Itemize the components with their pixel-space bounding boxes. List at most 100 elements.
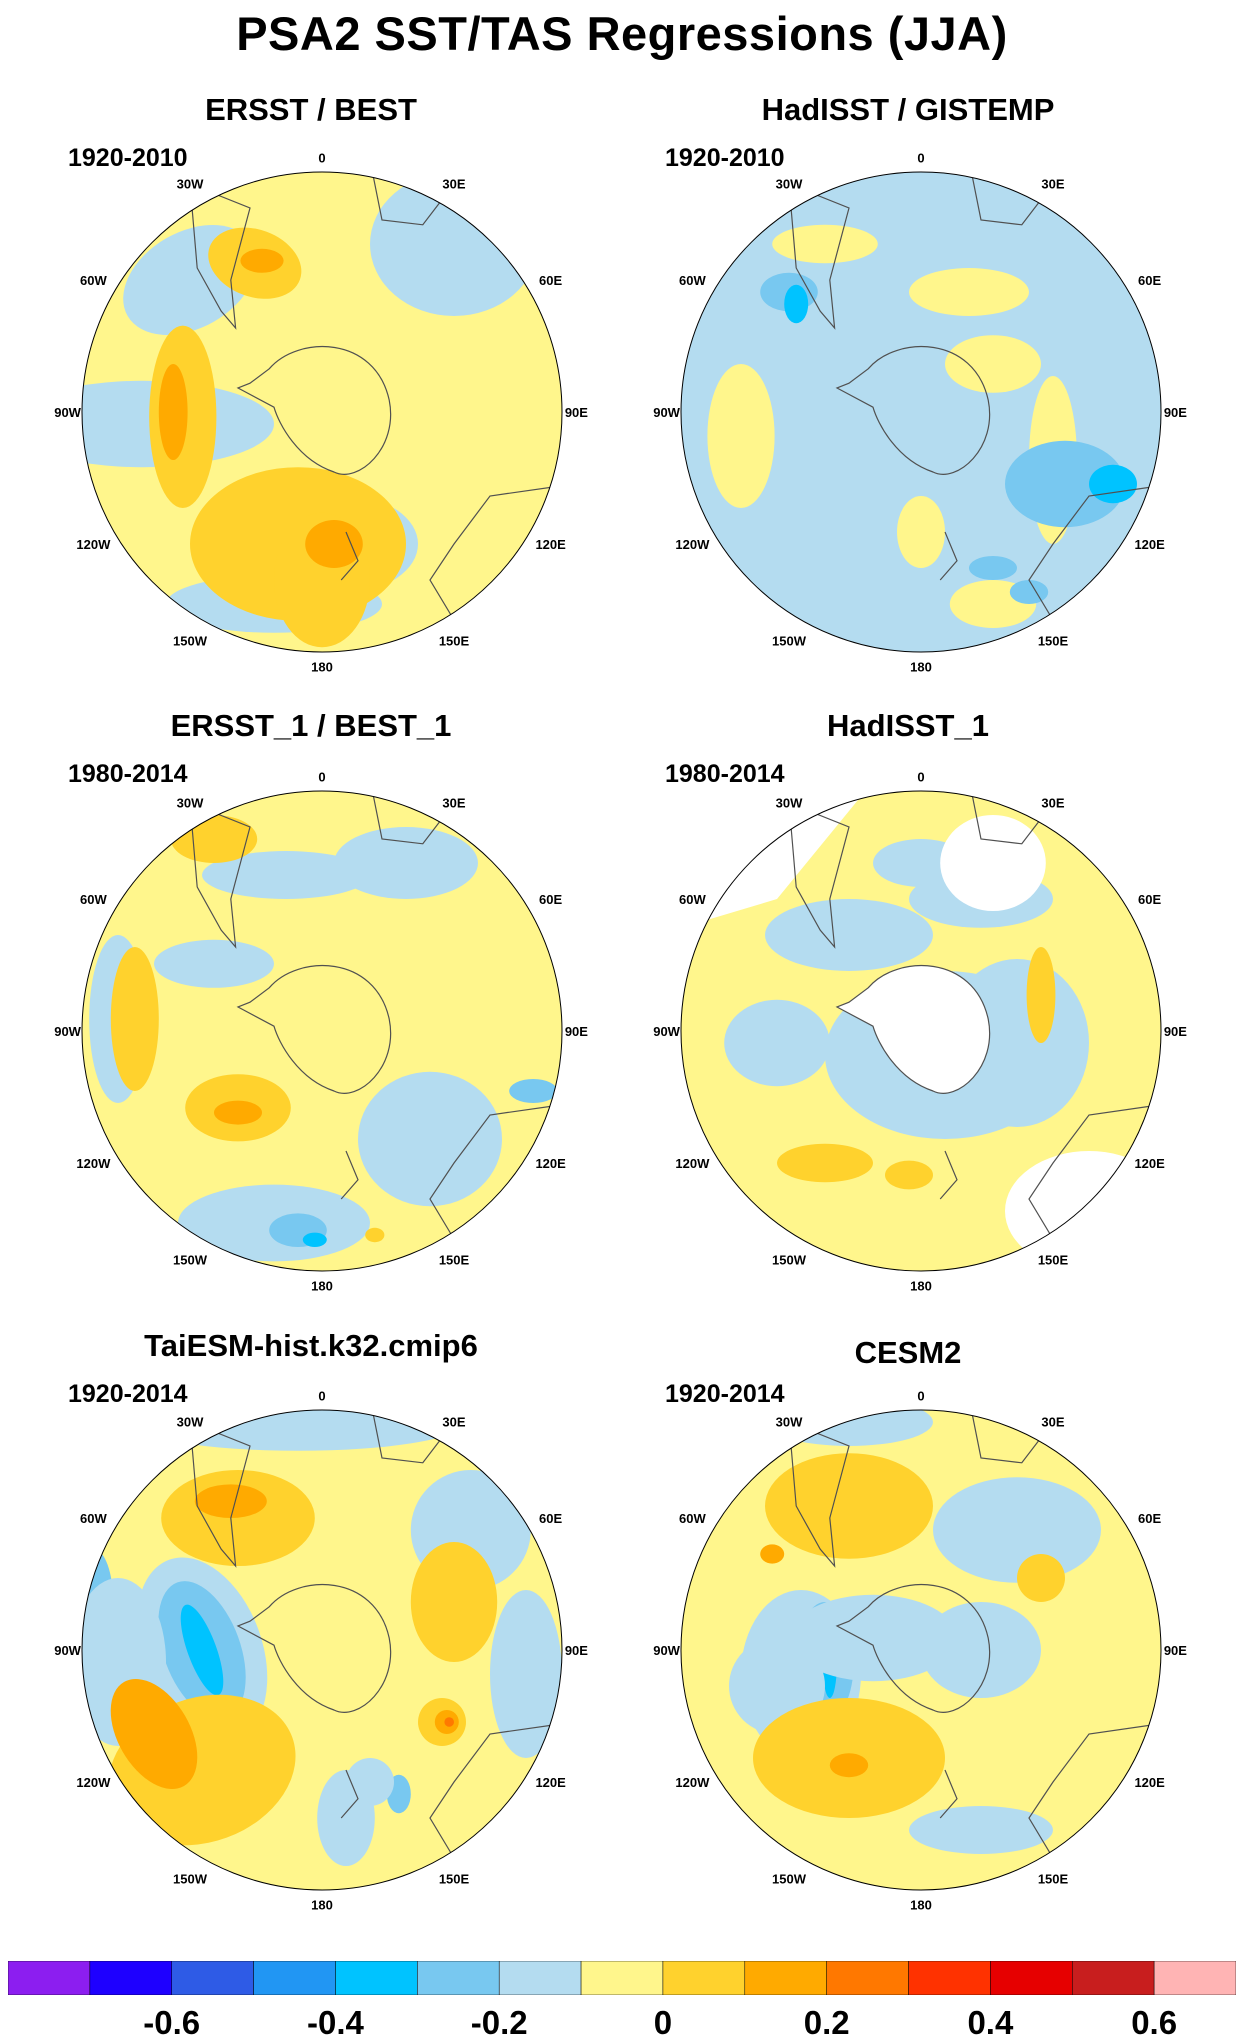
panel-taiesm: TaiESM-hist.k32.cmip6 1920-2014 0 30E 60E 9…: [0, 1315, 622, 1935]
longitude-label: 60E: [1138, 273, 1161, 288]
polar-map: 0 30E 60E 90E 120E 150E 180 150W 120W 90W 60W 30W: [54, 770, 588, 1294]
longitude-label: 30W: [776, 1414, 803, 1429]
longitude-label: 90E: [1164, 405, 1187, 420]
regression-contour: [302, 1232, 327, 1247]
longitude-label: 90W: [54, 405, 81, 420]
panel-period: 1920-2014: [665, 1380, 785, 1408]
regression-contour: [777, 1143, 873, 1183]
south-america-coastline: [189, 183, 251, 330]
regression-contour: [214, 1100, 262, 1125]
colorbar-swatch: [580, 1961, 664, 1995]
polar-map: 0 30E 60E 90E 120E 150E 180 150W 120W 90W 60W 30W: [653, 151, 1187, 675]
south-america-coastline: [189, 1421, 251, 1568]
map-boundary: [680, 1409, 1162, 1891]
regression-contour: [1026, 947, 1056, 1043]
longitude-label: 30W: [177, 795, 204, 810]
longitude-label: 30E: [1041, 176, 1064, 191]
figure-title: PSA2 SST/TAS Regressions (JJA): [236, 7, 1008, 60]
map-boundary: [680, 790, 1162, 1272]
polar-map: 0 30E 60E 90E 120E 150E 180 150W 120W 90W 60W 30W: [653, 1389, 1187, 1913]
panel-period: 1920-2010: [665, 144, 785, 172]
longitude-label: 60E: [1138, 892, 1161, 907]
longitude-label: 150W: [772, 634, 807, 649]
longitude-label: 60E: [539, 273, 562, 288]
longitude-label: 120E: [1134, 1775, 1165, 1790]
new-zealand-coastline: [939, 1150, 958, 1200]
regression-contour: [885, 1160, 933, 1190]
longitude-label: 60W: [80, 273, 107, 288]
australia-coastline: [429, 1721, 562, 1879]
map-boundary: [680, 171, 1162, 653]
regression-contour: [760, 1544, 785, 1564]
regression-contour: [765, 1453, 933, 1559]
regression-contour: [82, 380, 274, 468]
new-zealand-coastline: [939, 531, 958, 581]
longitude-label: 0: [318, 770, 325, 785]
panel-title: ERSST_1 / BEST_1: [170, 708, 452, 743]
regression-contour: [194, 1484, 267, 1518]
colorbar-tick-label: 0.2: [803, 2004, 850, 2041]
longitude-label: 60W: [80, 892, 107, 907]
longitude-label: 30W: [776, 795, 803, 810]
regression-contour: [240, 248, 284, 273]
map-boundary: [81, 171, 563, 653]
regression-contour: [154, 939, 274, 988]
australia-coastline: [1028, 483, 1161, 641]
longitude-label: 60E: [1138, 1511, 1161, 1526]
longitude-label: 120W: [675, 1775, 710, 1790]
regression-contour: [707, 364, 775, 508]
regression-contour: [346, 1758, 394, 1806]
south-america-coastline: [189, 802, 251, 949]
colorbar-tick-label: 0.6: [1131, 2004, 1178, 2041]
regression-contour: [933, 1477, 1101, 1583]
longitude-label: 120W: [76, 1775, 111, 1790]
colorbar-swatch: [662, 1961, 746, 1995]
polar-map: 0 30E 60E 90E 120E 150E 180 150W 120W 90W 60W 30W: [54, 151, 588, 675]
regression-contour: [305, 520, 363, 568]
longitude-label: 60W: [80, 1511, 107, 1526]
longitude-label: 150W: [772, 1253, 807, 1268]
panel-hadisst-gistemp: HadISST / GISTEMP 1920-2010 0 30E 60E 90E 12…: [597, 75, 1219, 695]
panel-hadisst1: HadISST_1 1980-2014 0 30E 60E 90E 120E 150E 18…: [597, 695, 1219, 1315]
regression-contour: [334, 827, 478, 899]
longitude-label: 90W: [653, 1643, 680, 1658]
longitude-label: 0: [917, 151, 924, 166]
regression-contour: [110, 947, 159, 1091]
longitude-label: 90W: [54, 1024, 81, 1039]
regression-contour: [772, 224, 878, 264]
panel-title: TaiESM-hist.k32.cmip6: [144, 1328, 478, 1363]
longitude-label: 90E: [565, 1643, 588, 1658]
colorbar-tick-label: -0.4: [307, 2004, 364, 2041]
longitude-label: 30W: [177, 1414, 204, 1429]
longitude-label: 60W: [679, 1511, 706, 1526]
colorbar-swatch: [498, 1961, 582, 1995]
australia-coastline: [429, 1102, 562, 1260]
longitude-label: 0: [318, 1389, 325, 1404]
regression-contour: [365, 1227, 385, 1243]
regression-contour: [170, 815, 258, 863]
longitude-label: 90E: [565, 405, 588, 420]
longitude-label: 30E: [442, 176, 465, 191]
missing-data-region: [940, 815, 1046, 911]
colorbar-swatch: [1072, 1961, 1155, 1995]
regression-contour: [945, 335, 1041, 393]
longitude-label: 150E: [1038, 634, 1069, 649]
regression-contour: [490, 1590, 562, 1758]
regression-contour: [509, 1079, 558, 1103]
longitude-label: 0: [318, 151, 325, 166]
longitude-label: 120E: [535, 537, 566, 552]
panel-title: ERSST / BEST: [205, 92, 417, 127]
longitude-label: 120W: [675, 537, 710, 552]
longitude-label: 60E: [539, 892, 562, 907]
colorbar-tick-label: -0.2: [470, 2004, 528, 2041]
regression-contour: [202, 851, 370, 899]
south-america-coastline: [788, 183, 850, 330]
colorbar: [8, 1961, 1236, 1995]
longitude-label: 180: [910, 1897, 932, 1912]
polar-map: 0 30E 60E 90E 120E 150E 180 150W 120W 90W 60W 30W: [653, 770, 1187, 1294]
longitude-label: 30E: [442, 1414, 465, 1429]
longitude-label: 120E: [1134, 537, 1165, 552]
longitude-label: 120E: [535, 1775, 566, 1790]
new-zealand-coastline: [340, 531, 359, 581]
new-zealand-coastline: [939, 1769, 958, 1819]
